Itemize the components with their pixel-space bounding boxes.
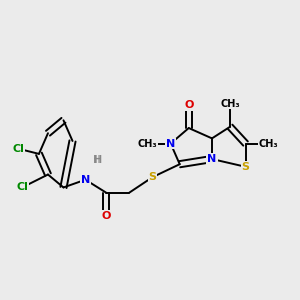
- Text: S: S: [148, 172, 157, 182]
- Text: CH₃: CH₃: [138, 139, 157, 148]
- Text: S: S: [242, 162, 250, 172]
- Text: CH₃: CH₃: [220, 98, 240, 109]
- Text: Cl: Cl: [12, 144, 24, 154]
- Text: CH₃: CH₃: [259, 139, 279, 148]
- Text: O: O: [184, 100, 194, 110]
- Text: H: H: [93, 155, 101, 165]
- Text: N: N: [166, 139, 175, 148]
- Text: N: N: [81, 175, 90, 185]
- Text: N: N: [207, 154, 217, 164]
- Text: H: H: [93, 155, 101, 165]
- Text: Cl: Cl: [16, 182, 28, 193]
- Text: O: O: [101, 211, 111, 221]
